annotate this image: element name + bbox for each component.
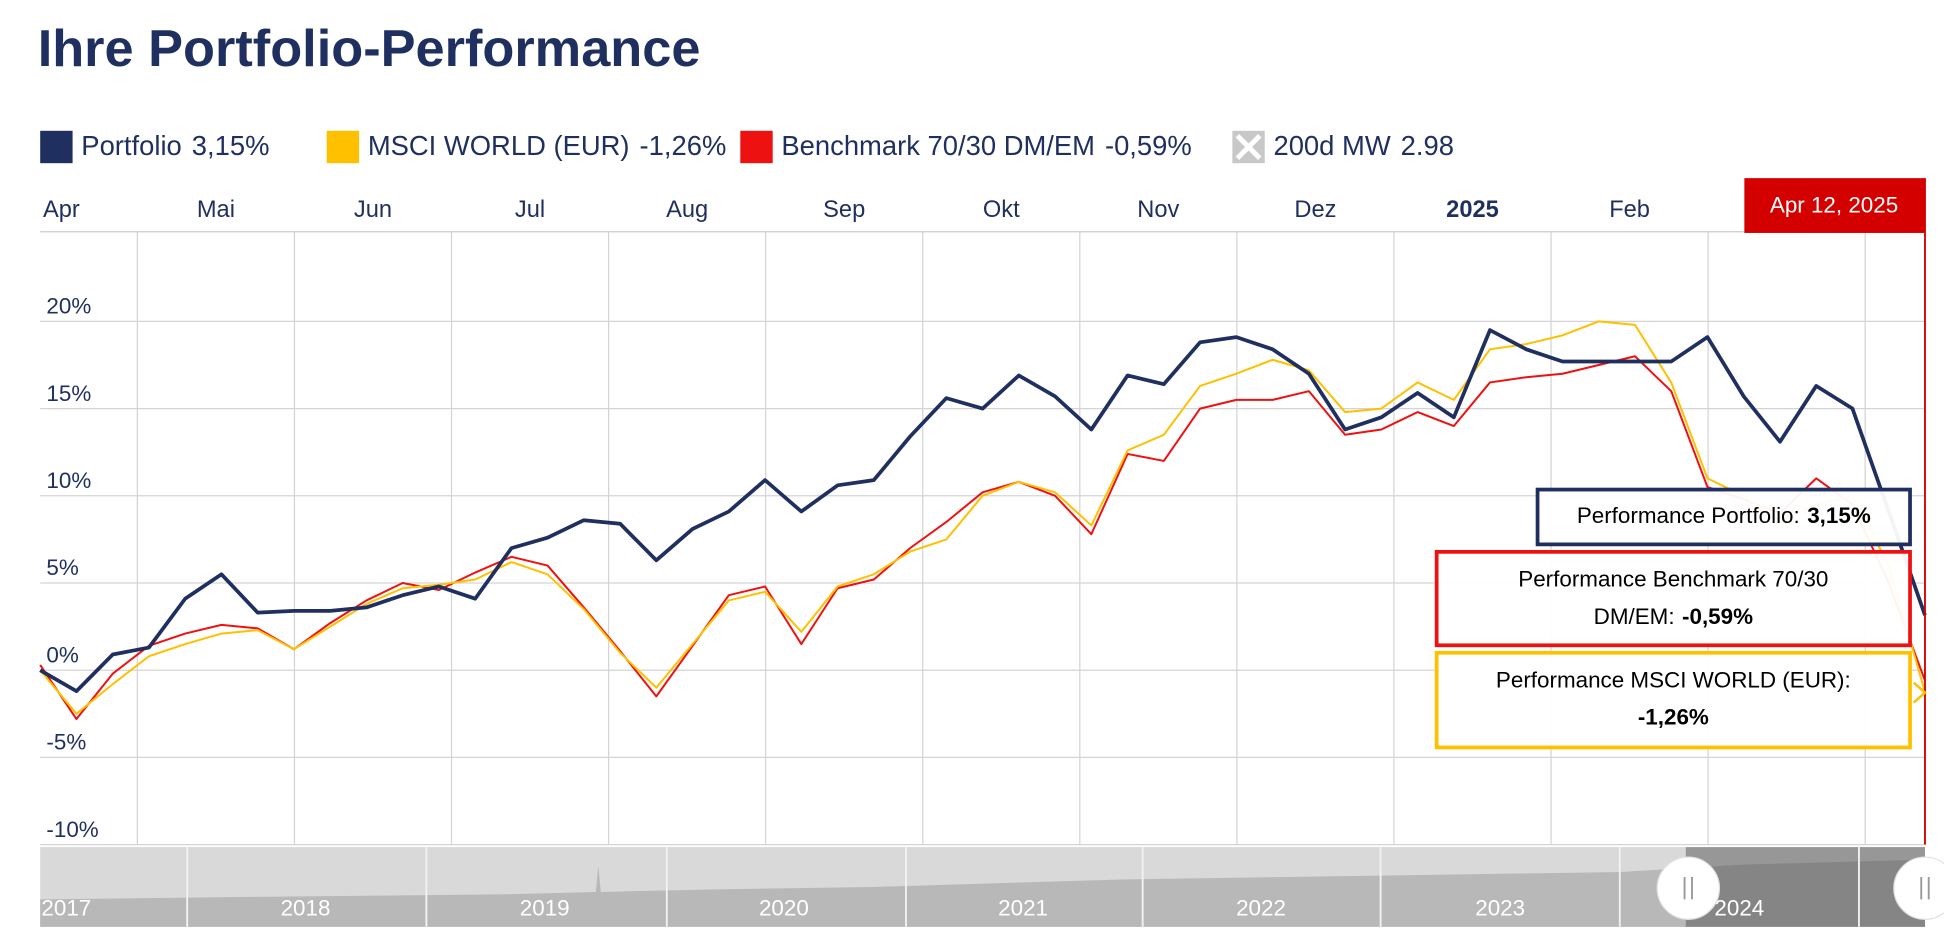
tooltip-text: Performance Benchmark 70/30 [1518, 566, 1828, 591]
y-tick-label: 15% [46, 381, 91, 406]
x-tick-label: Nov [1137, 197, 1179, 223]
tooltip-text: DM/EM: -0,59% [1594, 604, 1753, 629]
legend-entry: 200d MW 2.98 [1273, 130, 1453, 161]
navigator-handle[interactable] [1893, 856, 1944, 920]
navigator-selection [1685, 847, 1925, 927]
tooltip-pointer [1912, 681, 1927, 704]
legend-swatch [40, 130, 73, 164]
series-line [39, 320, 1926, 715]
navigator-year: 2024 [1714, 895, 1764, 920]
crosshair-date-box [1744, 178, 1925, 233]
crosshair-date: Apr 12, 2025 [1770, 193, 1898, 218]
legend-name: Portfolio [81, 130, 181, 161]
legend-value: 3,15% [192, 130, 270, 161]
y-tick-label: 5% [46, 555, 78, 580]
navigator-year: 2022 [1236, 895, 1286, 920]
legend-name: 200d MW [1273, 130, 1390, 161]
y-tick-label: -10% [46, 817, 98, 842]
chart-title: Ihre Portfolio-Performance [38, 20, 701, 78]
navigator-year: 2019 [520, 895, 570, 920]
navigator-year: 2021 [998, 895, 1048, 920]
legend-entry: MSCI WORLD (EUR) -1,26% [368, 130, 726, 161]
legend-value: 2.98 [1401, 130, 1454, 161]
x-tick-label: Feb [1609, 197, 1650, 223]
tooltip-label: Performance Benchmark 70/30 [1518, 566, 1828, 591]
navigator-year: 2017 [41, 895, 91, 920]
navigator-handle[interactable] [1656, 856, 1721, 920]
navigator-area [40, 859, 1925, 927]
y-tick-label: 10% [46, 468, 91, 493]
x-tick-label: Dez [1294, 197, 1336, 223]
tooltip-label: DM/EM: [1594, 604, 1675, 629]
x-tick-label: Okt [983, 197, 1020, 223]
tooltip-value: 3,15% [1807, 503, 1871, 528]
x-tick-label: Sep [823, 197, 865, 223]
tooltip-label: Performance MSCI WORLD (EUR): [1496, 667, 1851, 692]
legend-swatch [326, 130, 360, 164]
y-tick-label: 0% [46, 642, 78, 667]
tooltip-text: Performance Portfolio: 3,15% [1577, 503, 1871, 528]
x-tick-label: 2025 [1446, 197, 1499, 223]
navigator-year: 2023 [1475, 895, 1525, 920]
series-line [39, 328, 1927, 693]
handle-grip [1683, 876, 1693, 900]
legend-entry: Benchmark 70/30 DM/EM -0,59% [781, 130, 1191, 161]
tooltip-label: Performance Portfolio: [1577, 503, 1800, 528]
tooltip-box [1434, 650, 1912, 750]
tooltip-value: -0,59% [1682, 604, 1753, 629]
tooltip-box [1434, 549, 1912, 648]
x-tick-label: Jun [354, 197, 392, 223]
x-tick-label: Mai [197, 197, 235, 223]
legend-x-icon [1235, 134, 1262, 160]
legend-entry: Portfolio 3,15% [81, 130, 269, 161]
legend-swatch [740, 130, 773, 164]
legend-value: -0,59% [1105, 130, 1192, 161]
y-tick-label: -5% [46, 730, 86, 755]
handle-grip [1920, 876, 1930, 900]
tooltip-value: -1,26% [1638, 705, 1709, 730]
tooltip-text: Performance MSCI WORLD (EUR): [1496, 667, 1851, 692]
legend-name: Benchmark 70/30 DM/EM [781, 130, 1095, 161]
x-tick-label: Aug [666, 197, 708, 223]
navigator-year: 2018 [281, 895, 331, 920]
y-tick-label: 20% [46, 294, 91, 319]
x-tick-label: Jul [515, 197, 545, 223]
legend-name: MSCI WORLD (EUR) [368, 130, 630, 161]
navigator-year: 2020 [759, 895, 809, 920]
legend-value: -1,26% [640, 130, 727, 161]
x-tick-label: Apr [43, 197, 80, 223]
tooltip-box [1535, 487, 1912, 547]
